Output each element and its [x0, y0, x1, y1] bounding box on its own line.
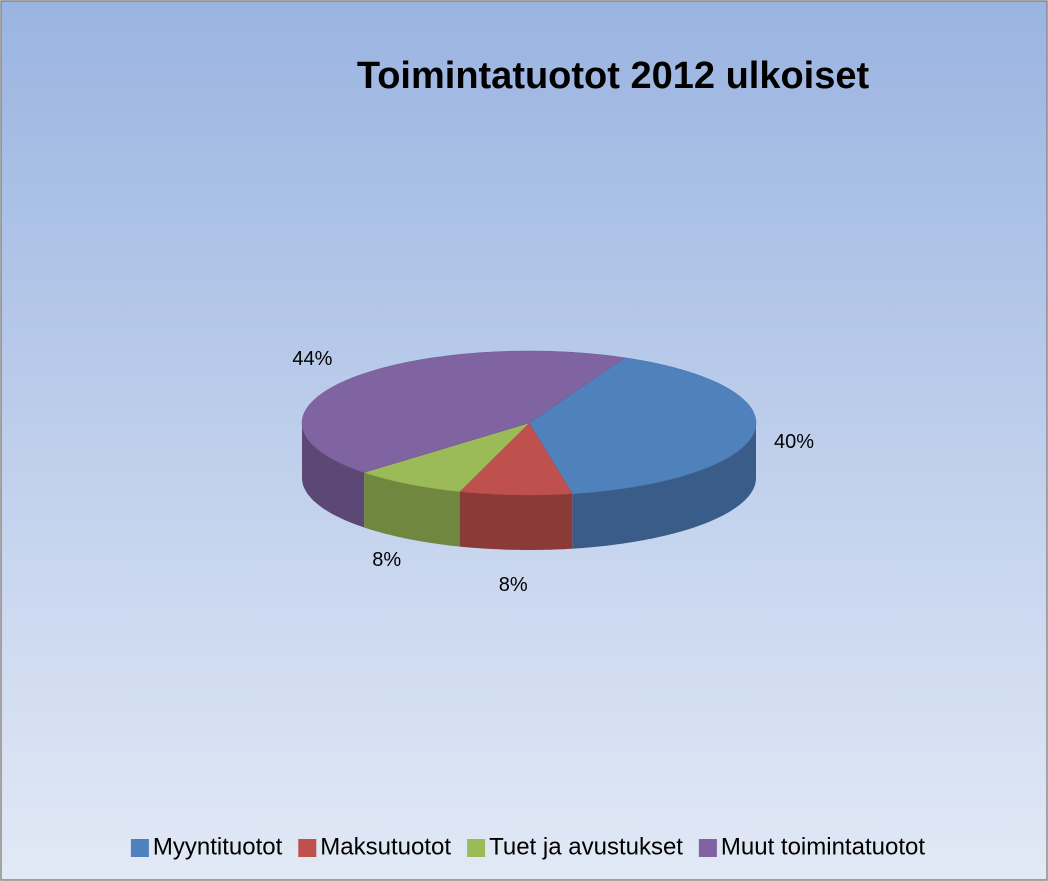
pie-slice — [363, 422, 530, 492]
data-label: 8% — [499, 574, 528, 596]
data-label: 40% — [774, 431, 814, 453]
legend-swatch — [298, 839, 317, 857]
slice-side — [364, 472, 460, 547]
slice-side — [302, 423, 365, 528]
legend-label: Muut toimintatuotot — [721, 833, 925, 860]
data-label: 8% — [372, 549, 401, 571]
legend-swatch — [467, 839, 486, 857]
data-label: 44% — [292, 348, 332, 370]
legend-swatch — [698, 839, 717, 857]
chart-title: Toimintatuotot 2012 ulkoiset — [357, 55, 870, 97]
pie-slice — [301, 350, 626, 473]
slice-side — [572, 423, 756, 549]
pie-slice — [528, 357, 757, 494]
legend-label: Maksutuotot — [320, 833, 451, 860]
legend-label: Myyntituotot — [153, 833, 283, 860]
legend-swatch — [130, 839, 149, 857]
slice-side — [459, 491, 573, 550]
legend-label: Tuet ja avustukset — [489, 833, 683, 860]
pie-slice — [459, 422, 573, 496]
